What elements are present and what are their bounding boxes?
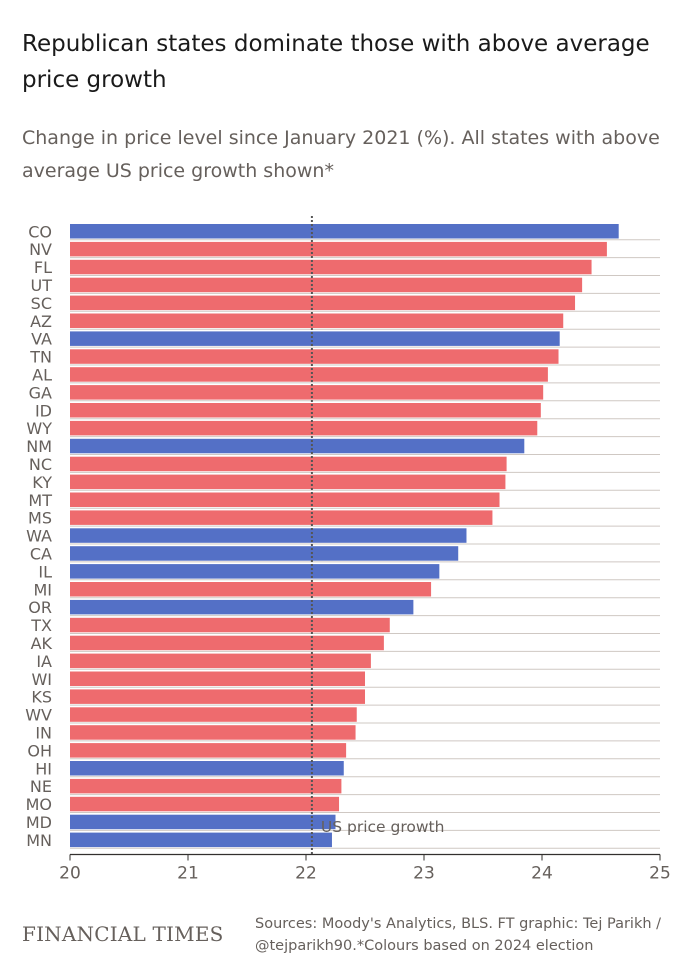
bar-ia xyxy=(70,653,371,669)
chart-title: Republican states dominate those with ab… xyxy=(22,31,650,93)
bar-fl xyxy=(70,259,592,275)
category-label-or: OR xyxy=(28,598,52,617)
category-label-va: VA xyxy=(31,330,52,349)
bar-ky xyxy=(70,474,506,490)
category-label-fl: FL xyxy=(34,258,52,277)
bar-oh xyxy=(70,743,347,758)
bar-tx xyxy=(70,617,390,633)
category-label-al: AL xyxy=(32,365,52,384)
category-label-ks: KS xyxy=(31,688,52,707)
x-tick-label: 21 xyxy=(177,864,199,884)
source-note: Sources: Moody's Analytics, BLS. FT grap… xyxy=(255,913,695,957)
bar-ak xyxy=(70,635,384,651)
bar-va xyxy=(70,331,560,346)
category-label-in: IN xyxy=(35,723,52,742)
bar-al xyxy=(70,367,548,382)
category-label-md: MD xyxy=(26,813,52,832)
category-label-ia: IA xyxy=(36,652,52,671)
category-label-nc: NC xyxy=(29,455,52,474)
category-label-mo: MO xyxy=(26,795,52,814)
category-label-id: ID xyxy=(35,401,52,420)
bar-il xyxy=(70,564,440,579)
bar-mn xyxy=(70,832,332,848)
bar-ut xyxy=(70,277,583,293)
category-label-ca: CA xyxy=(30,544,52,563)
bar-hi xyxy=(70,761,344,776)
bar-mt xyxy=(70,492,500,507)
bar-wa xyxy=(70,528,467,543)
bar-nv xyxy=(70,241,607,257)
ft-logo: FINANCIAL TIMES xyxy=(22,922,224,946)
category-label-ut: UT xyxy=(31,276,53,295)
reference-line-label: US price growth xyxy=(321,818,445,836)
bar-ga xyxy=(70,385,544,400)
category-label-wa: WA xyxy=(26,527,52,546)
category-label-sc: SC xyxy=(31,294,52,313)
x-tick-label: 25 xyxy=(649,864,671,884)
category-label-wy: WY xyxy=(26,419,52,438)
category-label-wi: WI xyxy=(31,670,52,689)
bar-mi xyxy=(70,582,432,597)
bar-wv xyxy=(70,707,357,722)
category-label-ak: AK xyxy=(31,634,53,653)
x-tick-label: 24 xyxy=(531,864,553,884)
category-label-ga: GA xyxy=(29,383,52,402)
category-label-mn: MN xyxy=(26,831,52,850)
category-label-oh: OH xyxy=(27,741,52,760)
category-label-il: IL xyxy=(38,562,52,581)
source-line-2: @tejparikh90.*Colours based on 2024 elec… xyxy=(255,938,594,954)
bar-tn xyxy=(70,349,559,364)
bar-or xyxy=(70,599,414,615)
bar-co xyxy=(70,224,619,239)
category-label-mi: MI xyxy=(33,580,52,599)
bar-in xyxy=(70,725,356,740)
bar-ks xyxy=(70,689,365,704)
chart-subtitle: Change in price level since January 2021… xyxy=(22,127,660,182)
x-tick-label: 22 xyxy=(295,864,317,884)
category-label-az: AZ xyxy=(30,312,52,331)
x-tick-label: 20 xyxy=(59,864,81,884)
category-label-nv: NV xyxy=(29,240,52,259)
category-label-hi: HI xyxy=(35,759,52,778)
bar-wi xyxy=(70,671,365,686)
category-label-tn: TN xyxy=(29,348,52,367)
bar-ca xyxy=(70,546,459,561)
category-label-nm: NM xyxy=(26,437,52,456)
bar-md xyxy=(70,814,336,830)
bar-wy xyxy=(70,420,538,436)
bar-id xyxy=(70,403,541,418)
bar-az xyxy=(70,313,564,328)
category-label-ms: MS xyxy=(28,509,52,528)
bar-nc xyxy=(70,456,507,472)
bar-ms xyxy=(70,510,493,525)
category-label-ky: KY xyxy=(32,473,52,492)
bar-chart: CONVFLUTSCAZVATNALGAIDWYNMNCKYMTMSWACAIL… xyxy=(25,216,671,884)
bar-sc xyxy=(70,295,576,311)
bar-nm xyxy=(70,438,525,454)
bar-mo xyxy=(70,796,340,812)
category-label-wv: WV xyxy=(25,706,52,725)
x-tick-label: 23 xyxy=(413,864,435,884)
category-label-mt: MT xyxy=(28,491,52,510)
category-label-ne: NE xyxy=(30,777,52,796)
category-label-co: CO xyxy=(28,222,52,241)
bar-ne xyxy=(70,778,342,794)
source-line-1: Sources: Moody's Analytics, BLS. FT grap… xyxy=(255,916,662,932)
category-label-tx: TX xyxy=(30,616,52,635)
